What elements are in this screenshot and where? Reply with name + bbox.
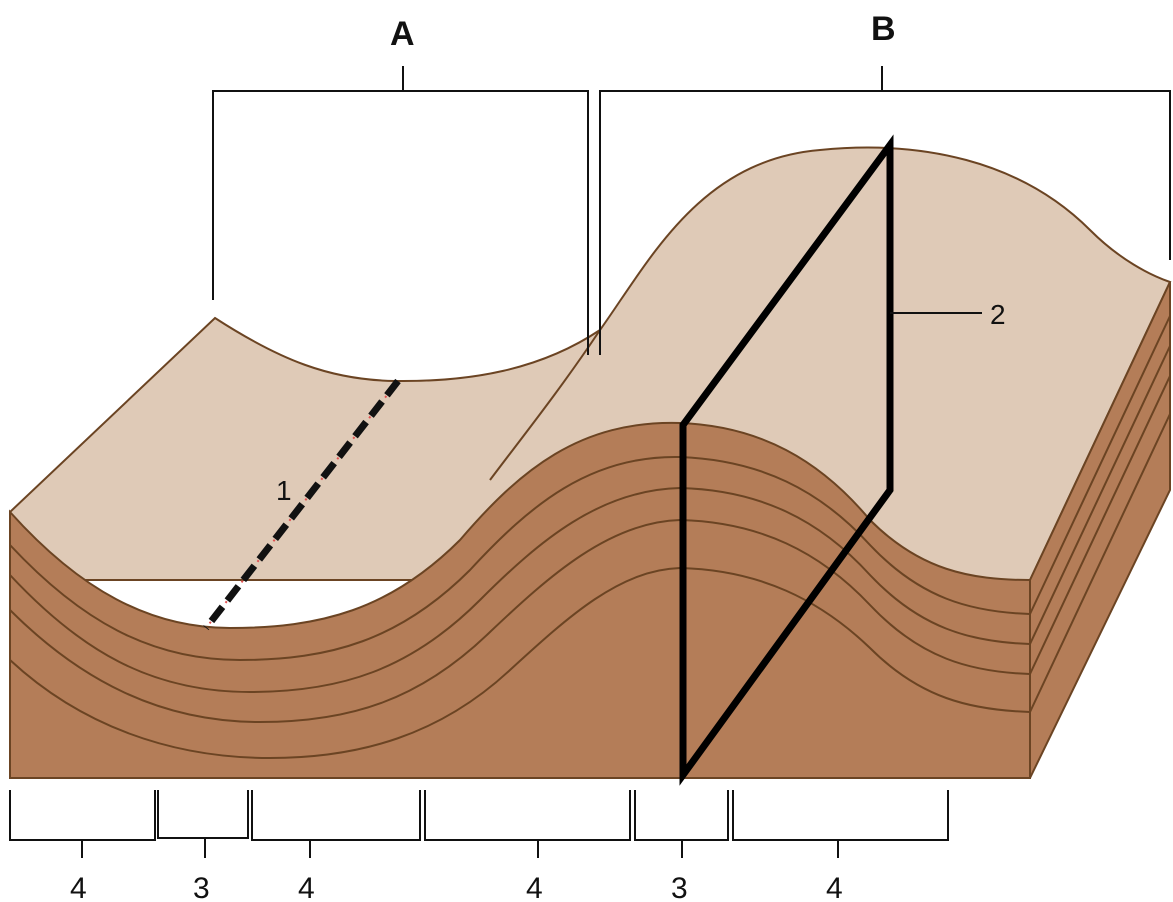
bottom-label-3: 4 xyxy=(298,872,315,902)
bracket-a xyxy=(212,66,589,355)
bottom-bracket-5 xyxy=(634,790,729,858)
bottom-label-6: 4 xyxy=(826,872,843,902)
bottom-label-4: 4 xyxy=(526,872,543,902)
bottom-bracket-1 xyxy=(9,790,156,858)
bottom-label-1: 4 xyxy=(70,872,87,902)
bottom-bracket-2 xyxy=(157,790,249,858)
label-2: 2 xyxy=(990,299,1006,330)
axial-plane xyxy=(679,134,894,786)
label-1: 1 xyxy=(276,475,292,506)
bottom-label-2: 3 xyxy=(193,872,210,902)
top-surface xyxy=(9,146,1172,581)
label-a: A xyxy=(390,15,415,53)
front-strata-face xyxy=(9,421,1031,779)
bottom-label-5: 3 xyxy=(671,872,688,902)
bottom-bracket-3 xyxy=(251,790,421,858)
bracket-b xyxy=(599,66,1171,355)
label-b: B xyxy=(871,10,896,48)
bottom-bracket-6 xyxy=(732,790,949,858)
hinge-line xyxy=(203,378,401,631)
bottom-bracket-4 xyxy=(424,790,631,858)
